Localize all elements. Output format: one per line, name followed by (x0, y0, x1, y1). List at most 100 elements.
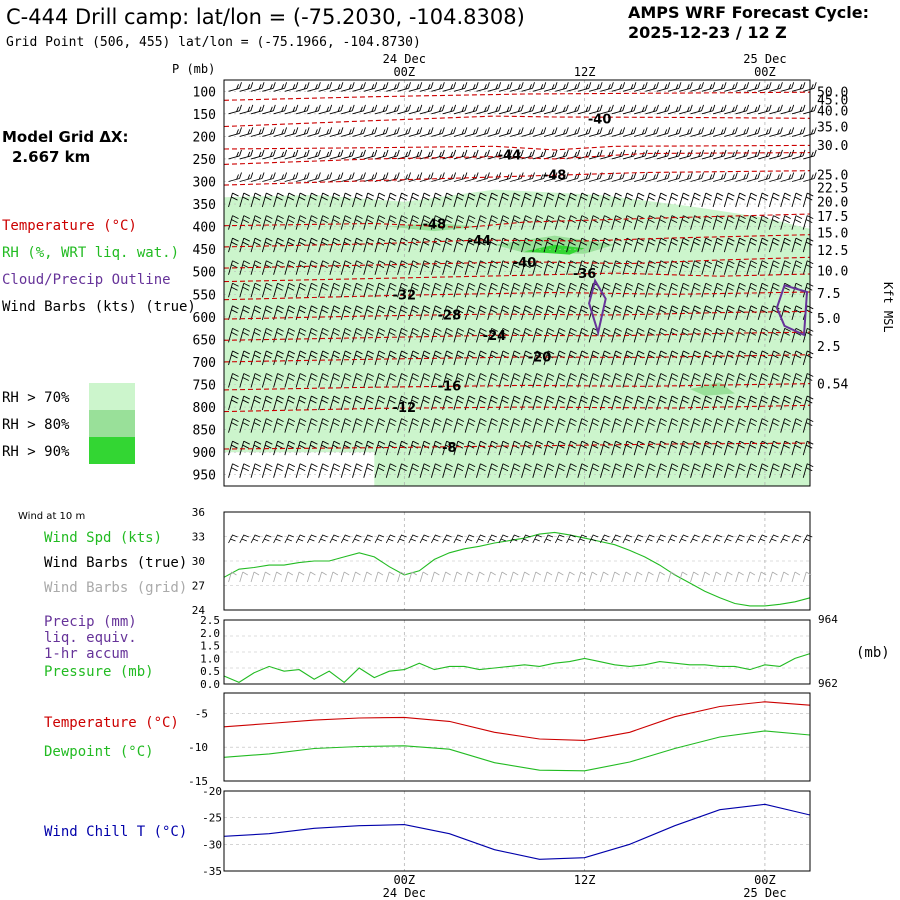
rh-region-70 (224, 189, 810, 486)
wind-barb (611, 463, 622, 478)
pressure-tick-label: 400 (193, 221, 216, 236)
wind-barb (600, 127, 614, 137)
wind-barb (769, 104, 783, 115)
wind-barb (757, 395, 769, 411)
wind-barb (250, 237, 262, 253)
pressure-tick-label: 850 (193, 424, 216, 439)
wind-barb (374, 82, 389, 92)
wind-barb (521, 440, 532, 456)
wind-barb (758, 82, 772, 92)
wind-barb (284, 395, 296, 411)
grid-label: Model Grid ΔX: (2, 128, 129, 146)
wind-barb (430, 215, 442, 230)
wind-barb-grid (633, 571, 643, 583)
wind-barb (419, 104, 434, 115)
wind-barb (442, 327, 453, 343)
wind-barb (577, 440, 589, 456)
legend-precip-accum: 1-hr accum (44, 646, 128, 662)
wind-barb (791, 395, 803, 411)
wind-barb (757, 373, 769, 388)
wind-barb (465, 149, 479, 160)
wind-barb (296, 82, 310, 92)
wind-barb (363, 192, 374, 208)
wind-barb (690, 172, 704, 182)
series-line (223, 803, 811, 860)
wind-barb (453, 305, 465, 320)
wind-barb (633, 282, 645, 298)
wind-barb (678, 350, 690, 366)
wind-barb (701, 305, 713, 320)
wind-barb (588, 350, 600, 366)
wind-barb (408, 373, 420, 388)
wind-barb (577, 305, 589, 320)
wind-barb (329, 327, 341, 343)
wind-barb (791, 463, 803, 478)
wind-barb (419, 463, 431, 478)
series-line (223, 531, 811, 607)
wind-barb (397, 373, 408, 388)
temperature-label: -8 (442, 441, 456, 456)
wind-barb (803, 149, 817, 160)
wind-barb (430, 463, 442, 478)
wind-barb (419, 418, 431, 433)
temperature-contour (223, 152, 811, 165)
wind-barb (690, 104, 704, 115)
wind-barb-grid (239, 571, 248, 583)
temperature-label: -36 (573, 267, 597, 282)
wind-barb (768, 395, 780, 411)
wind-barb (622, 282, 634, 298)
wind-barb (634, 127, 648, 137)
wind-barb (735, 172, 750, 182)
wind-barb (600, 172, 614, 182)
wind-barb (566, 104, 581, 115)
wind-barb (374, 237, 386, 253)
wind-barb (397, 127, 411, 137)
wind-barb (757, 305, 769, 320)
wind-barb (250, 172, 265, 182)
wind-barb (284, 215, 296, 230)
bottom-hour-label: 00Z (754, 873, 776, 887)
wind-barb (758, 127, 772, 137)
wind-barb (397, 440, 408, 456)
wind-barb (352, 127, 366, 137)
cross-section-plot: 100 150 200 250 300 350 400 450 500 550 600 650 700 7… (193, 79, 848, 487)
wind-barb (408, 192, 420, 208)
wind-barb (712, 282, 724, 298)
wind-barb (341, 127, 355, 137)
wind-barb (577, 282, 589, 298)
wind-barb (645, 127, 659, 137)
wind-barb (397, 350, 408, 366)
wind-barb (318, 149, 333, 160)
wind-barb (645, 373, 656, 388)
wind-barb (588, 418, 600, 433)
wind-barb (768, 215, 780, 230)
wind-barb (453, 418, 465, 433)
wind-barb (532, 127, 547, 137)
wind-barb (803, 127, 817, 137)
wind-barb (543, 82, 558, 92)
bottom-hour-label: 12Z (574, 873, 596, 887)
temperature-label: -16 (438, 379, 462, 394)
wind-barb (566, 395, 577, 411)
precip-pressure-panel: 0.00.51.01.52.02.5 962 964 (200, 613, 838, 691)
pressure-tick-label: 950 (193, 469, 216, 484)
wind-barb (419, 215, 431, 230)
temperature-label: -40 (588, 112, 612, 127)
wind-barb (261, 327, 273, 343)
wind-barb (329, 215, 341, 230)
rh-region-80 (689, 382, 735, 396)
wind-barb-true (228, 534, 238, 544)
wind-barb (419, 237, 431, 253)
wind-barb (622, 395, 634, 411)
temperature-contour (223, 170, 811, 186)
wind-barb-true (667, 534, 678, 544)
wind-barb (453, 395, 465, 411)
precip-tick-label: 2.5 (200, 614, 220, 627)
wind-barb (634, 149, 648, 160)
wind-barb (532, 395, 543, 411)
height-tick-label: 2.5 (817, 340, 840, 355)
wind-barb (532, 418, 543, 433)
wind-barb (487, 418, 498, 433)
cloud-outline (588, 278, 607, 337)
